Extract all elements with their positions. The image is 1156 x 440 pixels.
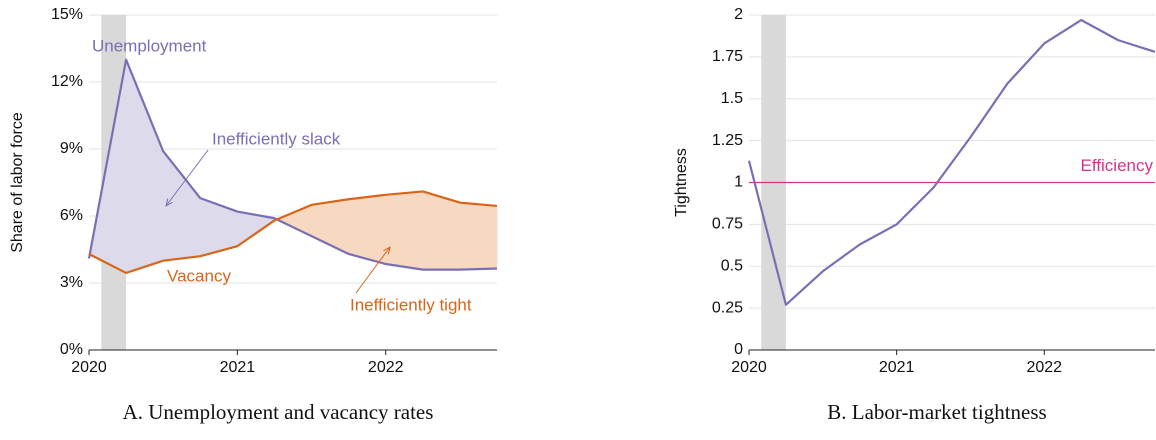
- x-tick-label: 2020: [731, 359, 767, 376]
- x-tick-label: 2021: [879, 359, 915, 376]
- y-tick-label: 0: [734, 341, 743, 358]
- gap-area: [422, 191, 461, 270]
- panel-caption: A. Unemployment and vacancy rates: [123, 400, 434, 424]
- x-tick-label: 2021: [220, 359, 256, 376]
- annotation: Inefficiently slack: [212, 129, 341, 148]
- gap-area: [459, 202, 498, 270]
- y-tick-label: 2: [734, 6, 743, 23]
- y-tick-label: 0.75: [712, 216, 743, 233]
- annotation-arrow: [166, 149, 209, 206]
- gap-area: [385, 191, 424, 270]
- series-line: [87, 58, 498, 271]
- y-tick-label: 1.75: [712, 48, 743, 65]
- x-tick-label: 2022: [368, 359, 404, 376]
- x-tick-label: 2022: [1026, 359, 1062, 376]
- y-tick-label: 0.25: [712, 299, 743, 316]
- series-label: Unemployment: [92, 36, 207, 55]
- y-axis-label: Tightness: [673, 148, 690, 217]
- annotation: Inefficiently tight: [350, 295, 472, 314]
- y-tick-label: 1.25: [712, 132, 743, 149]
- x-tick-label: 2020: [71, 359, 107, 376]
- y-tick-label: 0.5: [721, 257, 743, 274]
- series-line: [88, 190, 498, 275]
- y-tick-label: 0%: [60, 341, 83, 358]
- gap-area: [348, 194, 387, 265]
- y-tick-label: 3%: [60, 274, 83, 291]
- y-tick-label: 6%: [60, 207, 83, 224]
- gap-area: [125, 59, 164, 274]
- y-axis-label: Share of labor force: [9, 112, 26, 253]
- y-tick-label: 12%: [51, 73, 83, 90]
- y-tick-label: 9%: [60, 140, 83, 157]
- series-label: Vacancy: [167, 266, 231, 285]
- gap-area: [276, 204, 312, 237]
- y-tick-label: 1: [734, 174, 743, 191]
- y-tick-label: 1.5: [721, 90, 743, 107]
- annotation-arrow: [355, 247, 390, 294]
- panel-caption: B. Labor-market tightness: [827, 400, 1046, 424]
- reference-label: Efficiency: [1081, 156, 1154, 175]
- y-tick-label: 15%: [51, 6, 83, 23]
- series-line: [747, 18, 1156, 306]
